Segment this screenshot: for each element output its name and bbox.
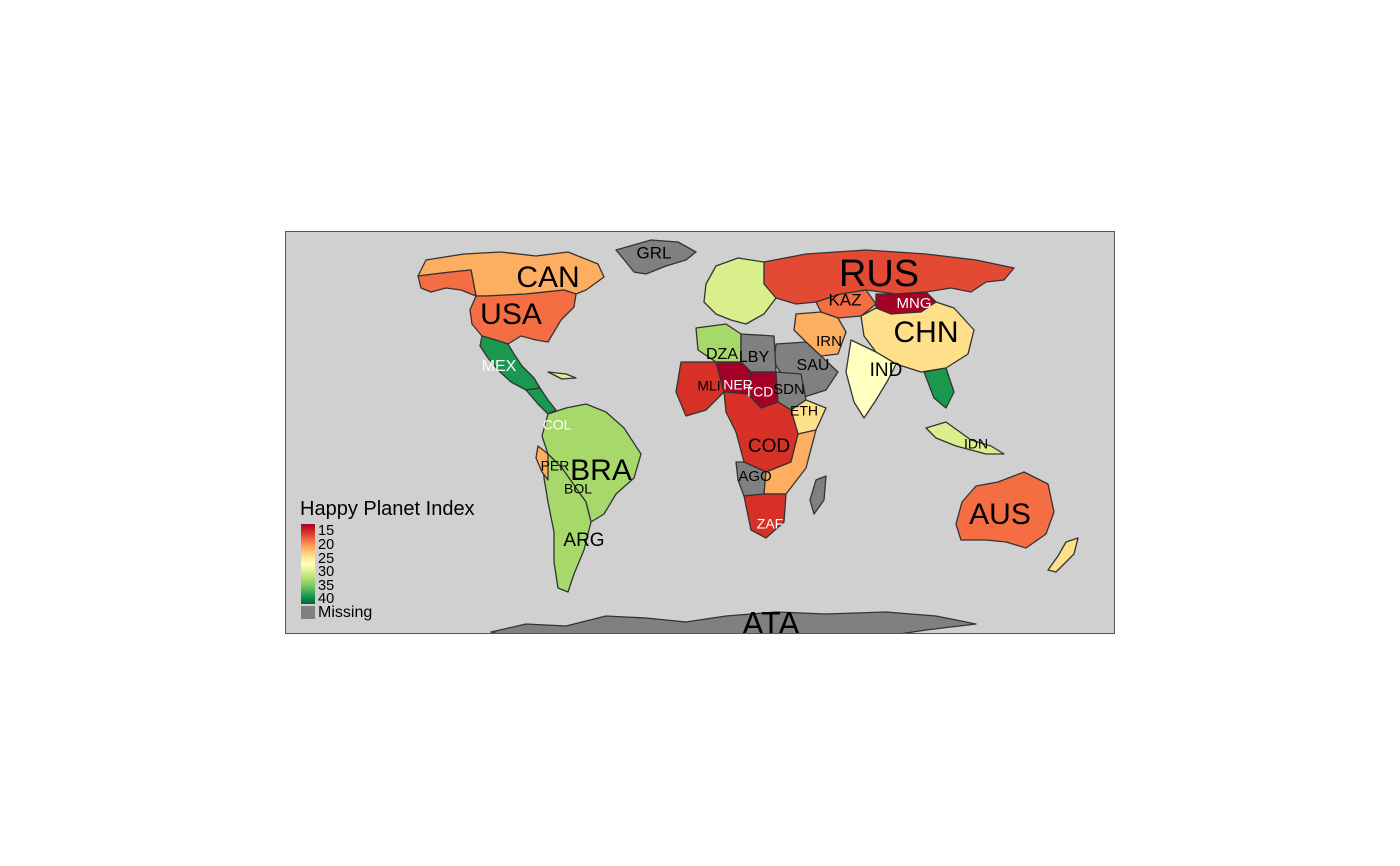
legend-tick-20: 20: [318, 537, 335, 553]
country-cuba[interactable]: [547, 371, 577, 380]
map-label-per: PER: [541, 458, 570, 474]
legend-tick-25: 25: [318, 551, 335, 567]
map-label-kaz: KAZ: [828, 290, 861, 309]
country-arg[interactable]: [541, 453, 592, 593]
country-madagascar[interactable]: [809, 475, 827, 515]
map-label-zaf: ZAF: [757, 516, 783, 532]
map-label-irn: IRN: [816, 333, 842, 350]
country-ind[interactable]: [845, 339, 897, 419]
country-central-america[interactable]: [525, 387, 557, 415]
country-nzl[interactable]: [1047, 537, 1079, 573]
map-label-cod: COD: [748, 436, 790, 457]
country-zaf[interactable]: [743, 493, 787, 539]
country-irn[interactable]: [793, 311, 847, 357]
map-label-mli: MLI: [697, 378, 720, 394]
map-label-aus: AUS: [969, 498, 1031, 531]
country-ata[interactable]: [490, 611, 977, 634]
map-label-sdn: SDN: [773, 381, 805, 398]
map-label-usa: USA: [480, 298, 542, 331]
map-label-tcd: TCD: [745, 384, 774, 400]
country-alaska[interactable]: [417, 269, 477, 297]
map-label-sau: SAU: [797, 357, 830, 374]
country-sea[interactable]: [923, 367, 955, 409]
country-rus[interactable]: [763, 249, 1015, 305]
map-label-grl: GRL: [637, 243, 672, 262]
map-label-ind: IND: [870, 360, 903, 381]
map-label-bra: BRA: [570, 454, 632, 487]
legend-tick-15: 15: [318, 523, 335, 539]
country-per[interactable]: [535, 445, 549, 481]
map-label-ner: NER: [723, 377, 753, 393]
legend-tick-40: 40: [318, 591, 335, 607]
legend-missing-label: Missing: [318, 604, 373, 621]
legend-title: Happy Planet Index: [300, 498, 475, 520]
country-aus[interactable]: [955, 471, 1055, 549]
map-label-ago: AGO: [738, 468, 771, 485]
legend-tick-35: 35: [318, 578, 335, 594]
map-label-lby: LBY: [739, 349, 770, 366]
map-label-col: COL: [543, 417, 572, 433]
legend-tick-30: 30: [318, 564, 335, 580]
map-panel: GRL CAN USA RUS KAZ MNG CHN IRN DZA LBY SAU IND MEX M…: [285, 231, 1115, 634]
map-label-arg: ARG: [563, 530, 604, 551]
map-label-ata: ATA: [742, 605, 800, 634]
country-europe[interactable]: [703, 257, 777, 325]
legend-missing-swatch: [301, 606, 315, 619]
map-label-dza: DZA: [706, 346, 738, 363]
map-label-mng: MNG: [897, 295, 932, 312]
legend-color-ramp: [301, 524, 315, 604]
country-usa[interactable]: [469, 289, 577, 345]
map-label-bol: BOL: [564, 481, 592, 497]
map-label-rus: RUS: [839, 253, 919, 295]
country-idn[interactable]: [925, 421, 1005, 455]
map-label-idn: IDN: [964, 436, 988, 452]
map-label-chn: CHN: [894, 316, 959, 349]
map-label-can: CAN: [516, 261, 579, 294]
map-label-eth: ETH: [790, 403, 818, 419]
map-label-mex: MEX: [482, 358, 517, 375]
country-grl[interactable]: [615, 239, 697, 275]
